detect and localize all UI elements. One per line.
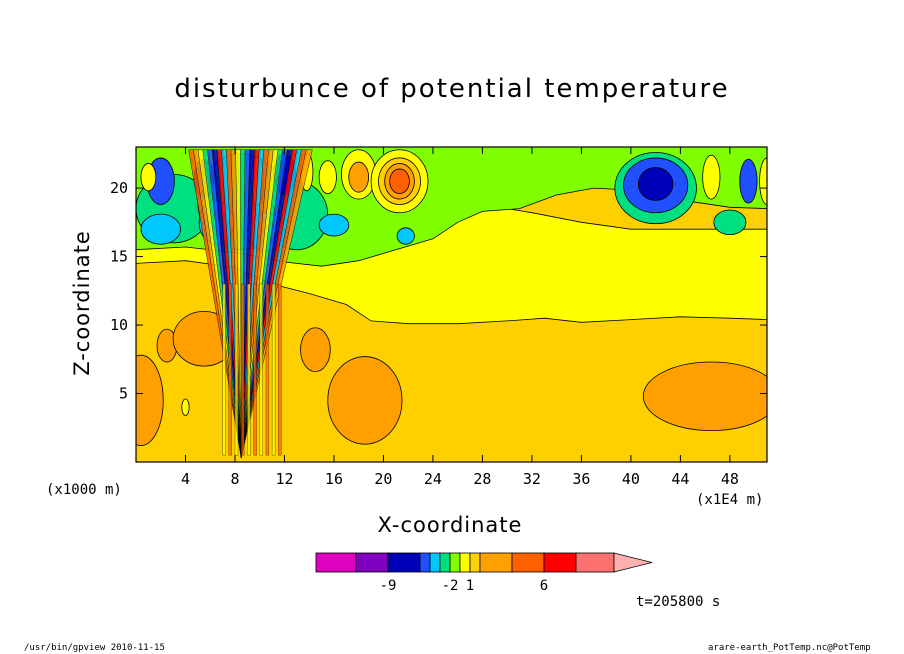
column-streak-8 xyxy=(271,283,276,456)
column-streak-9 xyxy=(278,283,282,456)
colorbar: -9 -2 1 6 xyxy=(315,552,653,594)
x-tick-label-11: 48 xyxy=(721,470,739,488)
colorbar-swatch-4 xyxy=(429,552,441,573)
contour-cell-3 xyxy=(140,213,181,245)
colorbar-tick-label-0: -9 xyxy=(380,578,397,594)
colorbar-swatch-8 xyxy=(469,552,481,573)
contour-cell-28 xyxy=(327,356,403,445)
contour-cell-19 xyxy=(389,168,410,194)
colorbar-swatch-7 xyxy=(459,552,471,573)
x-tick-label-2: 12 xyxy=(275,470,293,488)
y-tick-label-3: 20 xyxy=(110,179,128,197)
colorbar-swatch-0 xyxy=(315,552,357,573)
x-tick-label-7: 32 xyxy=(523,470,541,488)
time-label: t=205800 s xyxy=(636,594,721,610)
contour-cell-10 xyxy=(140,163,157,192)
y-unit-label: (x1000 m) xyxy=(46,482,122,498)
contour-cell-27 xyxy=(713,209,747,236)
contour-cell-25 xyxy=(739,158,758,204)
x-unit-label: (x1E4 m) xyxy=(696,492,764,508)
column-streak-1 xyxy=(228,283,232,456)
colorbar-swatch-1 xyxy=(355,552,389,573)
x-tick-label-8: 36 xyxy=(572,470,590,488)
contour-cell-13 xyxy=(318,160,337,194)
colorbar-swatch-12 xyxy=(575,552,615,573)
column-streak-0 xyxy=(222,283,226,456)
colorbar-tick-label-1: -2 xyxy=(442,578,459,594)
colorbar-swatch-11 xyxy=(543,552,577,573)
colorbar-swatch-10 xyxy=(511,552,545,573)
x-tick-label-4: 20 xyxy=(374,470,392,488)
x-tick-label-1: 8 xyxy=(230,470,239,488)
contour-cell-24 xyxy=(702,154,721,200)
x-tick-label-6: 28 xyxy=(473,470,491,488)
colorbar-swatch-9 xyxy=(479,552,513,573)
column-streak-5 xyxy=(253,283,257,456)
plot-frame xyxy=(135,146,768,463)
x-axis-label: X-coordinate xyxy=(377,513,523,537)
x-tick-label-10: 44 xyxy=(671,470,689,488)
footer-right: arare-earth_PotTemp.nc@PotTemp xyxy=(708,643,871,653)
x-tick-label-3: 16 xyxy=(325,470,343,488)
contour-cell-15 xyxy=(348,161,370,193)
contour-cell-33 xyxy=(300,327,331,373)
chart-title: disturbunce of potential temperature xyxy=(174,74,730,104)
colorbar-swatch-3 xyxy=(419,552,431,573)
contour-cell-20 xyxy=(396,227,415,245)
colorbar-tick-label-3: 6 xyxy=(540,578,548,594)
column-streak-4 xyxy=(247,283,251,456)
colorbar-swatch-5 xyxy=(439,552,451,573)
x-tick-label-9: 40 xyxy=(622,470,640,488)
contour-cell-6 xyxy=(318,213,350,237)
column-streak-6 xyxy=(259,283,263,456)
colorbar-swatch-6 xyxy=(449,552,461,573)
colorbar-arrow xyxy=(613,552,653,573)
y-tick-label-1: 10 xyxy=(110,316,128,334)
x-tick-label-5: 24 xyxy=(424,470,442,488)
column-streak-3 xyxy=(240,283,245,456)
contour-cell-26 xyxy=(759,157,767,205)
y-tick-label-0: 5 xyxy=(119,385,128,403)
contour-cell-30 xyxy=(136,354,164,446)
footer-left: /usr/bin/gpview 2010-11-15 xyxy=(24,643,165,653)
colorbar-swatch-2 xyxy=(387,552,421,573)
contour-cell-23 xyxy=(637,167,674,201)
colorbar-tick-label-2: 1 xyxy=(466,578,474,594)
contour-field xyxy=(136,147,767,462)
column-streak-2 xyxy=(234,283,239,456)
x-tick-label-0: 4 xyxy=(181,470,190,488)
column-streak-7 xyxy=(265,283,270,456)
contour-cell-29 xyxy=(642,361,767,431)
y-tick-label-2: 15 xyxy=(110,248,128,266)
contour-cell-34 xyxy=(181,398,190,416)
